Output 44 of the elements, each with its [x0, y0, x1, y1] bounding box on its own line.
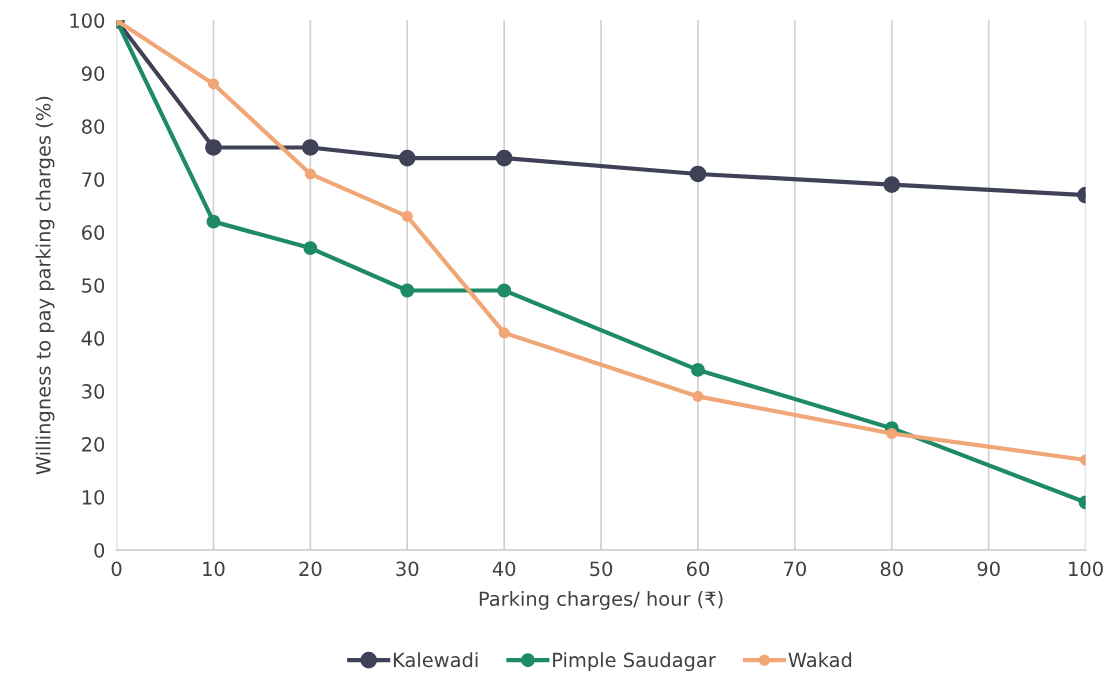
y-tick-label: 30	[82, 384, 105, 399]
y-tick-label: 20	[82, 437, 105, 452]
x-tick-label: 100	[1069, 561, 1103, 577]
y-tick-label: 10	[82, 489, 105, 505]
x-tick-label: 30	[396, 561, 419, 577]
point	[205, 139, 222, 156]
point	[692, 390, 704, 402]
point	[398, 149, 416, 167]
point	[400, 283, 415, 298]
x-tick-label: 10	[203, 561, 225, 577]
x-tick-label: 90	[977, 561, 1000, 577]
point	[401, 210, 413, 222]
x-tick-label: 40	[492, 561, 516, 577]
y-tick-label: 40	[81, 331, 105, 346]
legend-label: Pimple Saudagar	[553, 652, 716, 672]
x-tick-label: 70	[784, 561, 806, 577]
point	[304, 168, 316, 180]
legend-label: Wakad	[788, 652, 852, 668]
x-tick-label: 60	[686, 561, 710, 577]
y-tick-label: 0	[94, 542, 105, 558]
point	[689, 165, 707, 183]
point	[303, 241, 318, 256]
point	[207, 78, 220, 90]
y-tick-label: 80	[82, 119, 105, 134]
y-tick-label: 100	[70, 13, 105, 29]
y-axis-title: Willingness to pay parking charges (%)	[35, 96, 55, 475]
legend-label: Kalewadi	[393, 652, 478, 668]
point	[883, 176, 901, 193]
point	[498, 327, 510, 339]
point	[497, 283, 512, 298]
x-tick-label: 80	[880, 561, 903, 577]
x-tick-label: 0	[111, 561, 122, 577]
y-tick-label: 90	[81, 66, 105, 81]
point	[302, 139, 319, 156]
point	[691, 362, 705, 377]
x-tick-label: 50	[590, 561, 613, 577]
x-axis-title: Parking charges/ hour (₹)	[479, 591, 723, 610]
y-tick-label: 50	[82, 278, 105, 293]
y-tick-label: 70	[82, 172, 105, 187]
x-tick-label: 20	[299, 561, 322, 577]
point	[495, 149, 513, 167]
point	[206, 214, 221, 229]
y-tick-label: 60	[82, 225, 105, 240]
point	[886, 427, 898, 440]
